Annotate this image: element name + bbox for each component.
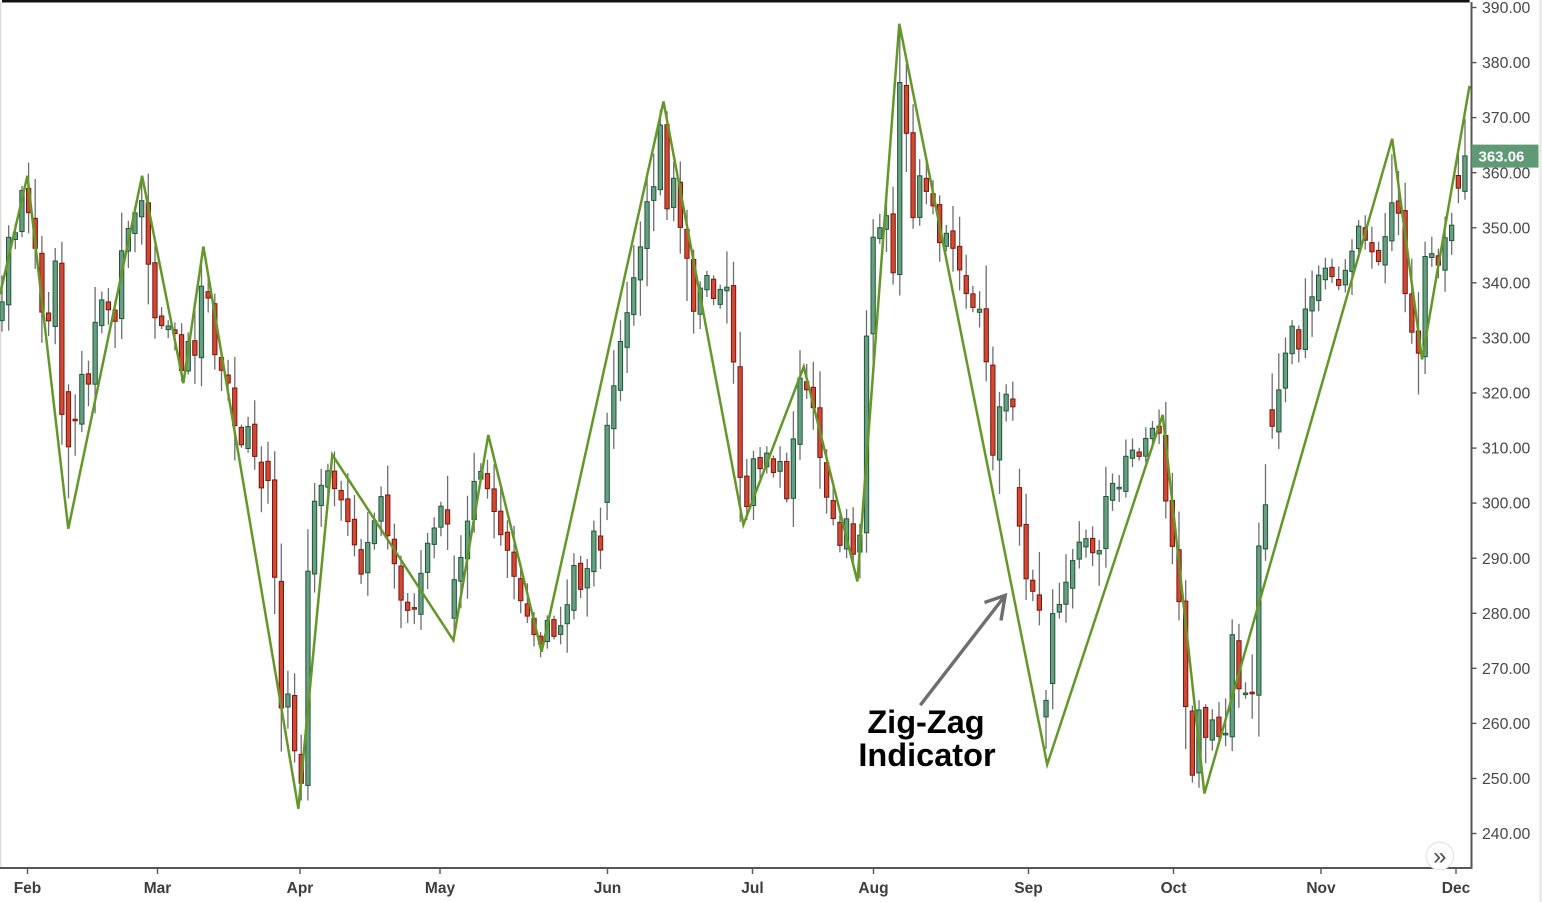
svg-text:270.00: 270.00 bbox=[1482, 661, 1531, 678]
svg-text:Feb: Feb bbox=[14, 880, 42, 897]
svg-text:Apr: Apr bbox=[287, 880, 314, 897]
svg-text:350.00: 350.00 bbox=[1482, 220, 1531, 237]
svg-text:363.06: 363.06 bbox=[1479, 148, 1525, 165]
svg-text:290.00: 290.00 bbox=[1482, 551, 1531, 568]
svg-text:Zig-Zag: Zig-Zag bbox=[867, 704, 984, 740]
svg-text:Dec: Dec bbox=[1442, 880, 1471, 897]
svg-text:Sep: Sep bbox=[1014, 880, 1042, 897]
svg-text:260.00: 260.00 bbox=[1482, 716, 1531, 733]
svg-text:310.00: 310.00 bbox=[1482, 441, 1531, 458]
svg-text:390.00: 390.00 bbox=[1482, 0, 1531, 17]
svg-text:380.00: 380.00 bbox=[1482, 55, 1531, 72]
svg-text:360.00: 360.00 bbox=[1482, 165, 1531, 182]
svg-text:Nov: Nov bbox=[1306, 880, 1336, 897]
svg-text:Mar: Mar bbox=[144, 880, 172, 897]
svg-text:Indicator: Indicator bbox=[858, 737, 996, 773]
svg-text:Oct: Oct bbox=[1161, 880, 1187, 897]
svg-text:370.00: 370.00 bbox=[1482, 110, 1531, 127]
svg-text:240.00: 240.00 bbox=[1482, 826, 1531, 843]
svg-text:330.00: 330.00 bbox=[1482, 331, 1531, 348]
svg-text:Jul: Jul bbox=[741, 880, 763, 897]
svg-text:»: » bbox=[1433, 843, 1446, 870]
svg-text:May: May bbox=[425, 880, 456, 897]
svg-text:250.00: 250.00 bbox=[1482, 771, 1531, 788]
svg-text:300.00: 300.00 bbox=[1482, 496, 1531, 513]
svg-text:340.00: 340.00 bbox=[1482, 275, 1531, 292]
svg-text:280.00: 280.00 bbox=[1482, 606, 1531, 623]
svg-text:320.00: 320.00 bbox=[1482, 386, 1531, 403]
svg-text:Jun: Jun bbox=[594, 880, 622, 897]
svg-text:Aug: Aug bbox=[858, 880, 888, 897]
